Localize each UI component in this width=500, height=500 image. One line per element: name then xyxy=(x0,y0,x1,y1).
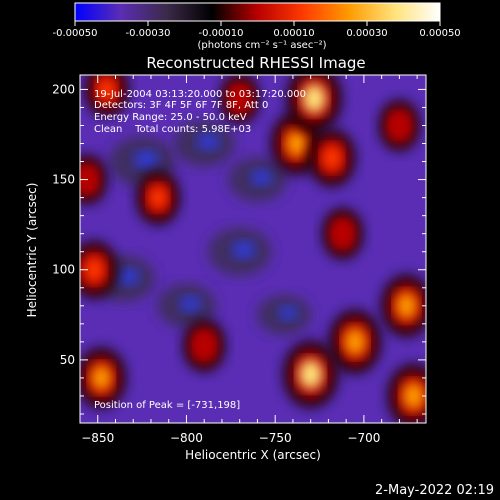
y-axis-label: Heliocentric Y (arcsec) xyxy=(25,183,39,318)
plot-frame xyxy=(79,74,427,424)
heatmap-layer xyxy=(80,75,426,423)
y-axis-ticks: 50 100 150 200 xyxy=(52,82,426,415)
annotation-energy: Energy Range: 25.0 - 50.0 keV xyxy=(94,112,247,123)
x-tick-label: −700 xyxy=(347,431,380,445)
x-axis-ticks: −850 −800 −750 −700 xyxy=(79,75,418,445)
heatmap-bright-core xyxy=(302,83,327,114)
colorbar-tick-label: 0.00050 xyxy=(419,28,460,39)
colorbar-tick-label: -0.00030 xyxy=(126,28,171,39)
heatmap-bright-core xyxy=(395,291,418,320)
heatmap-bright-core xyxy=(148,185,168,210)
heatmap-bright-core xyxy=(298,359,323,390)
heatmap-bright-core xyxy=(84,257,105,283)
y-tick-label: 200 xyxy=(52,82,75,96)
plot-area: −850 −800 −750 −700 50 100 150 200 xyxy=(52,74,427,445)
heatmap-negative-core xyxy=(179,295,202,313)
annotation-block: 19-Jul-2004 03:13:20.000 to 03:17:20.000… xyxy=(94,89,306,411)
heatmap-negative-core xyxy=(133,149,159,170)
annotation-detectors: Detectors: 3F 4F 5F 6F 7F 8F, Att 0 xyxy=(94,100,268,111)
colorbar-ticks: -0.00050 -0.00030 -0.00010 0.00010 0.00030 0.… xyxy=(53,21,461,39)
heatmap-bright-core xyxy=(343,327,367,357)
colorbar-tick-label: -0.00010 xyxy=(199,28,244,39)
colorbar-unit-label: (photons cm⁻² s⁻¹ asec⁻²) xyxy=(197,40,326,51)
colorbar-gradient xyxy=(74,2,441,22)
annotation-clean-counts: Clean Total counts: 5.98E+03 xyxy=(94,124,251,135)
x-tick-label: −850 xyxy=(81,431,114,445)
y-tick-label: 150 xyxy=(52,173,75,187)
colorbar: -0.00050 -0.00030 -0.00010 0.00010 0.00030 0.… xyxy=(53,2,461,51)
heatmap-negative-core xyxy=(231,240,256,259)
heatmap-bright-core xyxy=(390,114,408,137)
heatmap-negative-core xyxy=(196,132,220,151)
footer-timestamp: 2-May-2022 02:19 xyxy=(375,483,494,498)
heatmap-bright-core xyxy=(402,381,425,411)
heatmap-bright-core xyxy=(231,87,248,110)
peak-position-label: Position of Peak = [-731,198] xyxy=(94,400,240,411)
annotation-time-range: 19-Jul-2004 03:13:20.000 to 03:17:20.000 xyxy=(94,89,306,100)
colorbar-tick-label: 0.00010 xyxy=(273,28,314,39)
heatmap-bright-core xyxy=(97,77,116,102)
heatmap-bright-core xyxy=(322,145,342,171)
x-tick-label: −800 xyxy=(170,431,203,445)
heatmap-bright-core xyxy=(334,222,352,245)
heatmap-bright-core xyxy=(285,129,308,158)
heatmap-negative-core xyxy=(116,267,140,286)
heatmap-bright-core xyxy=(90,364,112,392)
heatmap-negative-core xyxy=(278,305,299,321)
y-tick-label: 50 xyxy=(60,353,75,367)
x-tick-label: −750 xyxy=(259,431,292,445)
heatmap-negative-core xyxy=(250,169,273,186)
colorbar-tick-label: -0.00050 xyxy=(53,28,98,39)
colorbar-tick-label: 0.00030 xyxy=(346,28,387,39)
x-axis-label: Heliocentric X (arcsec) xyxy=(185,448,321,462)
heatmap-bright-core xyxy=(195,334,214,357)
y-tick-label: 100 xyxy=(52,263,75,277)
chart-title: Reconstructed RHESSI Image xyxy=(146,54,365,72)
